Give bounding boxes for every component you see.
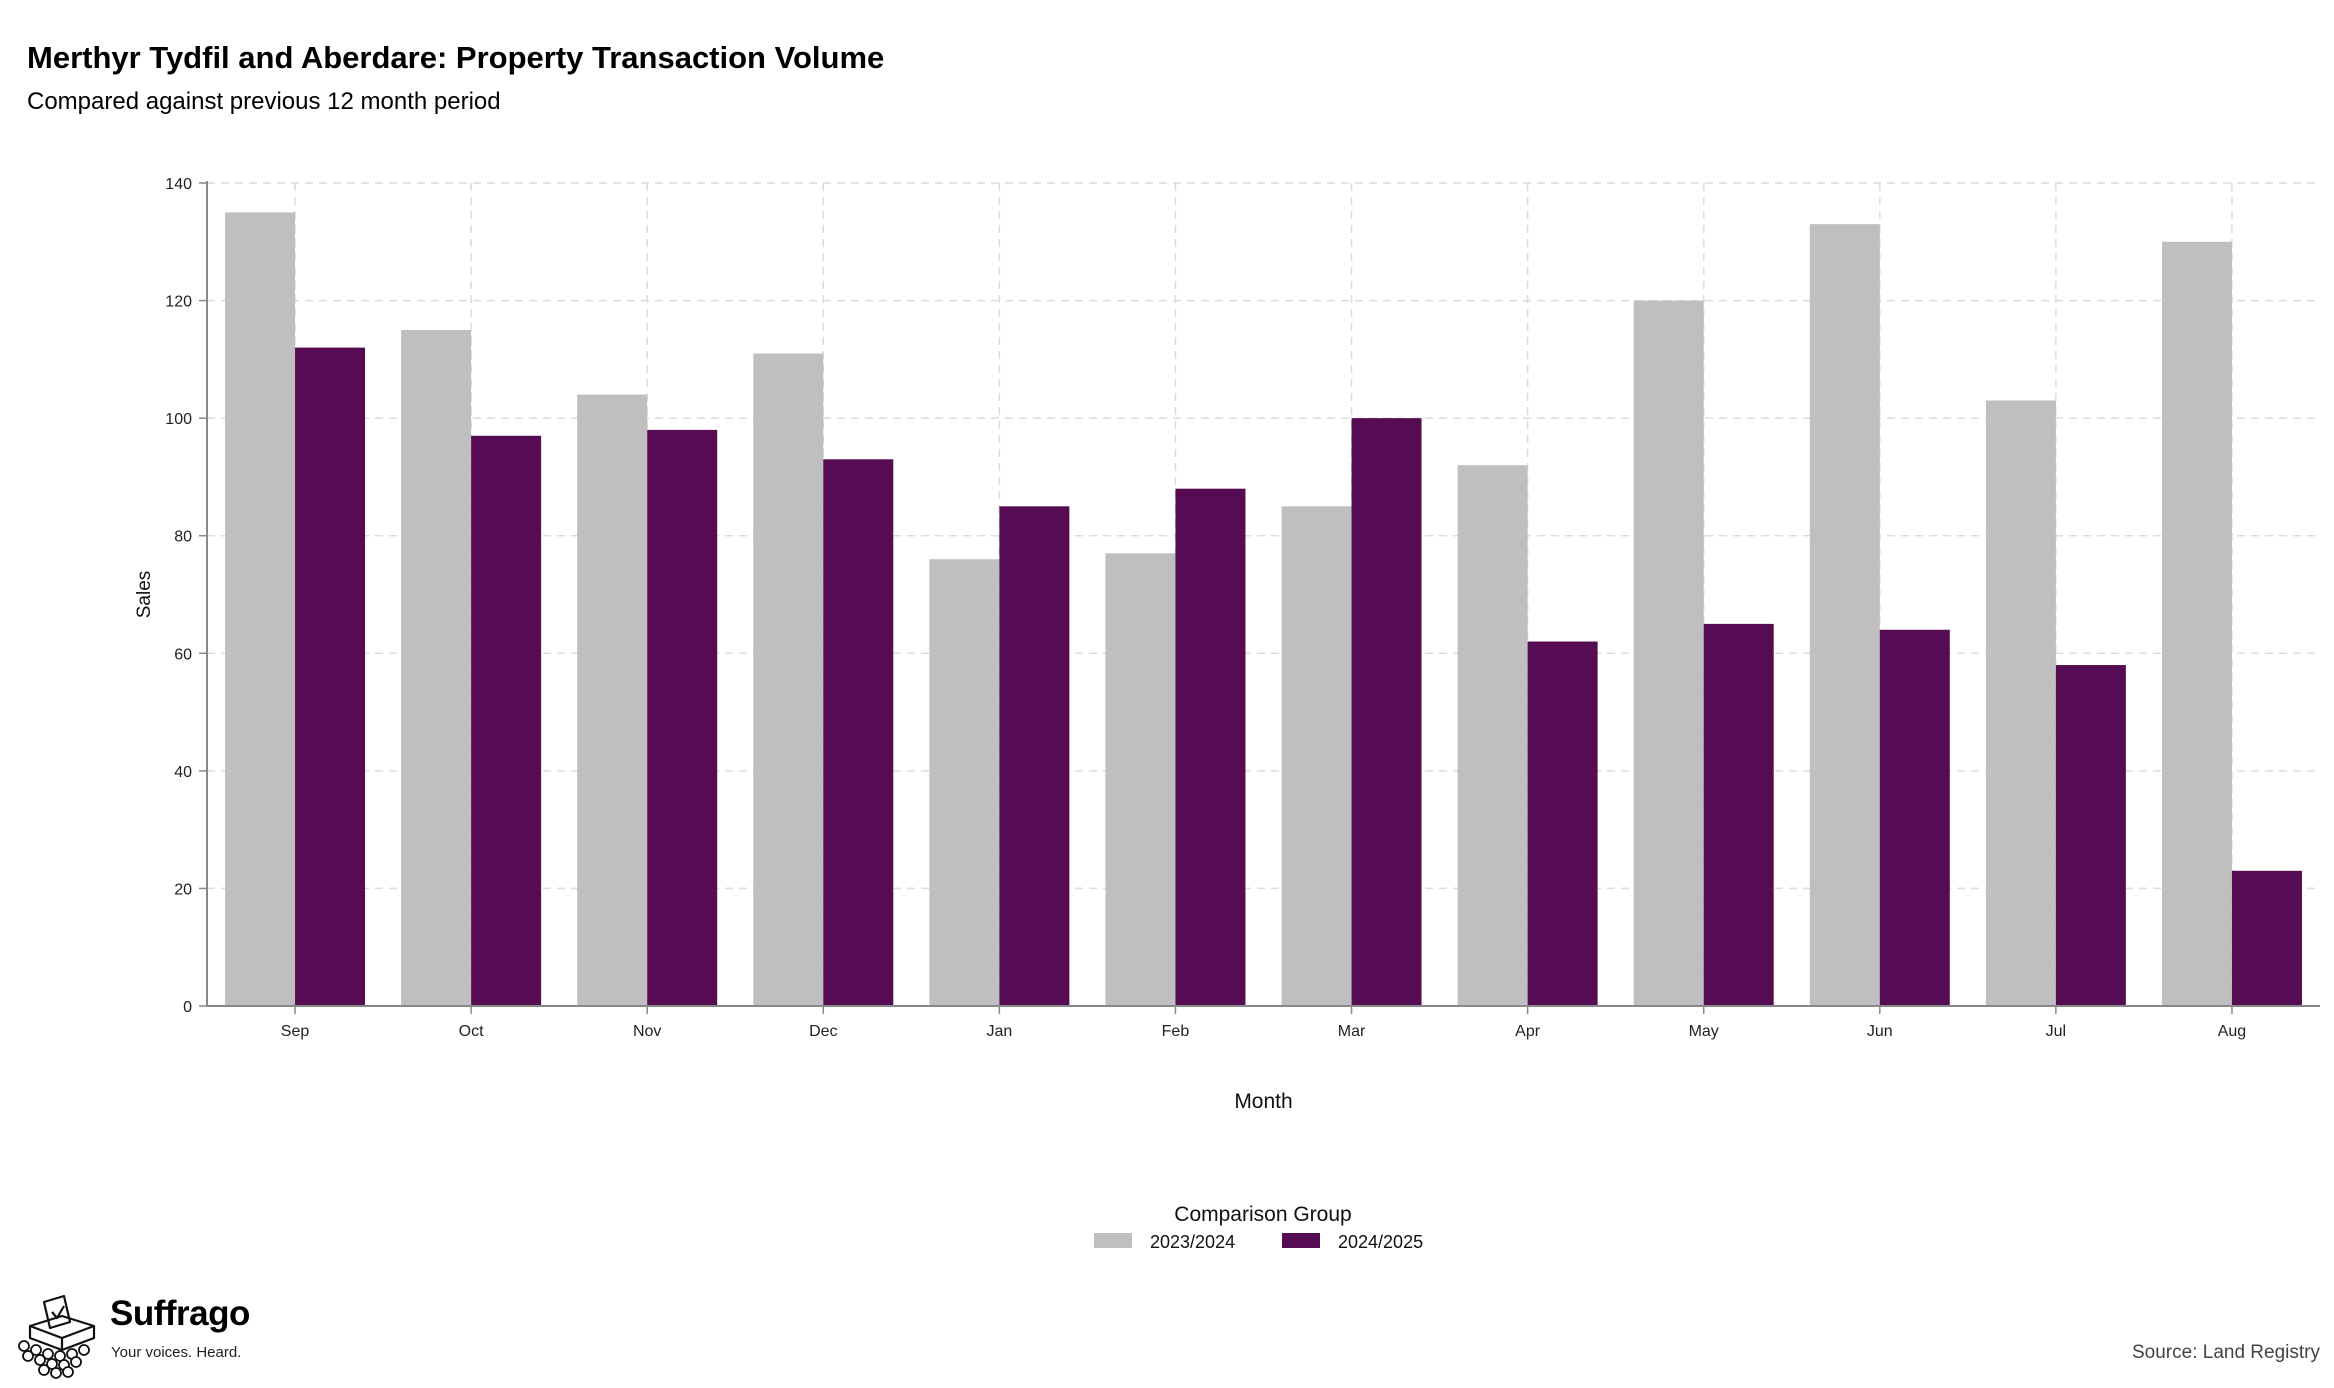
bar-2024-2025-feb [1175,488,1246,1007]
brand-name: Suffrago [110,1294,250,1333]
y-tick-label: 20 [174,881,192,898]
bar-2024-2025-mar [1351,418,1422,1007]
x-tick-label: Apr [1515,1023,1541,1040]
x-axis-title: Month [1234,1090,1292,1113]
x-tick-label: Aug [2218,1023,2246,1040]
source-note: Source: Land Registry [2132,1342,2320,1363]
legend-item-2024-2025-swatch [1282,1233,1320,1248]
x-tick-label: Nov [633,1023,661,1040]
bar-2024-2025-jun [1879,629,1950,1006]
y-tick-label: 80 [174,529,192,546]
bar-2023-2024-nov [577,394,648,1007]
legend-title: Comparison Group [1174,1203,1351,1226]
brand-logo: Suffrago Your voices. Heard. [14,1292,274,1382]
x-tick-label: Oct [459,1023,484,1040]
bar-2024-2025-sep [295,347,366,1007]
legend: Comparison Group 2023/2024 2024/2025 [1094,1203,1423,1252]
x-tick-label: Mar [1338,1023,1366,1040]
bar-2024-2025-may [1703,623,1774,1006]
bar-2023-2024-jan [929,559,1000,1006]
bar-2024-2025-jul [2055,665,2126,1006]
x-tick-label: Sep [281,1023,310,1040]
y-tick-label: 0 [183,999,192,1016]
y-tick-label: 100 [165,411,192,428]
bar-2023-2024-mar [1281,506,1352,1006]
brand-tagline: Your voices. Heard. [111,1344,242,1361]
x-tick-label: Dec [809,1023,837,1040]
legend-item-2023-2024-label: 2023/2024 [1150,1232,1235,1252]
y-tick-label: 140 [165,176,192,193]
y-axis-title: Sales [134,571,155,619]
bar-2023-2024-sep [225,212,296,1007]
bar-2023-2024-apr [1457,465,1528,1007]
axes: 0 20 40 60 80 100 120 140 Sep Oct Nov Dec Jan Feb Mar A… [134,176,2320,1113]
legend-item-2023-2024-swatch [1094,1233,1132,1248]
chart-title: Merthyr Tydfil and Aberdare: Property Tr… [27,40,885,75]
y-tick-label: 120 [165,294,192,311]
bar-2024-2025-apr [1527,641,1598,1006]
x-tick-label: Jul [2046,1023,2066,1040]
bar-2023-2024-dec [753,353,824,1006]
x-tick-label: Jun [1867,1023,1893,1040]
chart-subtitle: Compared against previous 12 month perio… [27,88,501,115]
x-tick-label: May [1689,1023,1719,1040]
bar-2024-2025-jan [999,506,1070,1006]
x-tick-label: Feb [1162,1023,1190,1040]
bar-2024-2025-dec [823,459,894,1006]
y-tick-label: 60 [174,646,192,663]
bar-2024-2025-aug [2231,870,2302,1006]
ballot-box-icon [18,1294,96,1379]
bar-2023-2024-oct [401,329,472,1006]
bars [225,212,2302,1007]
y-tick-label: 40 [174,764,192,781]
bar-2023-2024-feb [1105,553,1176,1006]
legend-item-2024-2025-label: 2024/2025 [1338,1232,1423,1252]
x-tick-label: Jan [986,1023,1012,1040]
bar-2024-2025-nov [647,429,718,1006]
bar-2024-2025-oct [471,435,542,1006]
bar-2023-2024-may [1633,300,1704,1007]
bar-2023-2024-jul [1985,400,2056,1006]
bar-2023-2024-aug [2161,241,2232,1007]
bar-2023-2024-jun [1809,224,1880,1006]
